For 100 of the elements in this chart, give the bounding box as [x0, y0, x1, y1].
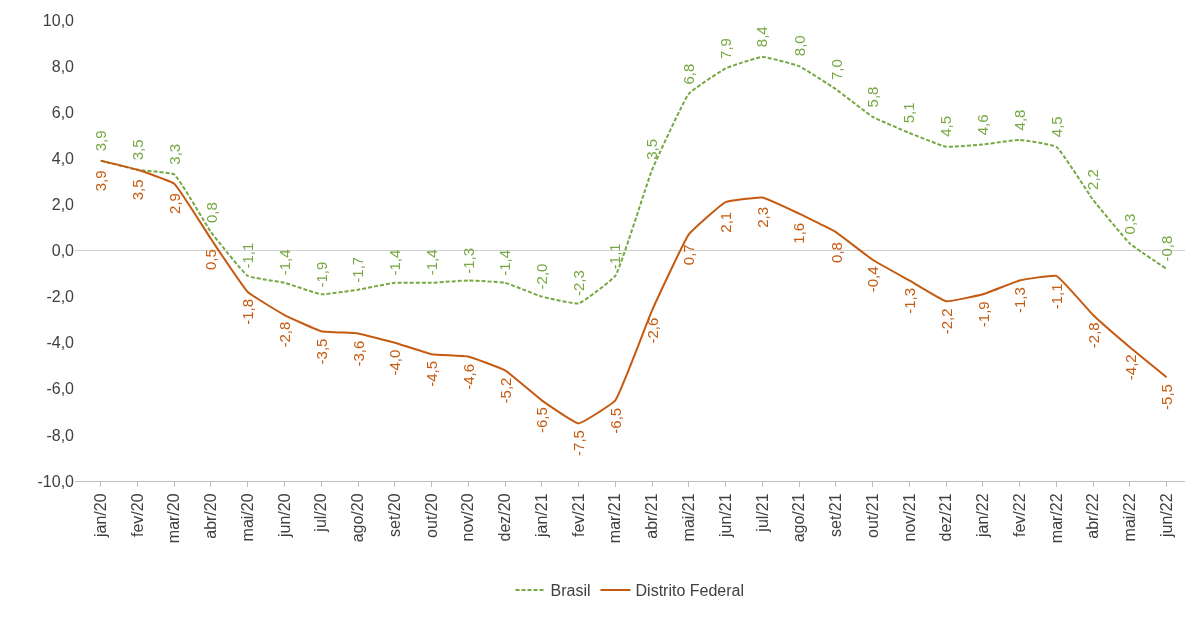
y-tick-label: -2,0: [46, 288, 75, 306]
x-tick-label: ago/20: [349, 493, 367, 543]
x-tick-label: jan/21: [532, 493, 550, 538]
data-label: -1,3: [459, 247, 477, 274]
data-label: -2,3: [570, 270, 588, 297]
data-label: 6,8: [680, 63, 698, 85]
data-label: -0,8: [1157, 235, 1175, 262]
x-tick-label: abr/21: [643, 493, 661, 539]
data-label: -1,4: [496, 249, 514, 276]
data-label: -4,5: [423, 360, 441, 387]
data-label: -1,4: [275, 249, 293, 276]
x-tick-label: jun/20: [275, 493, 293, 538]
data-label: 3,9: [92, 170, 110, 192]
data-label: -0,4: [863, 266, 881, 293]
data-label: -2,6: [643, 317, 661, 344]
data-label: -4,2: [1121, 354, 1139, 381]
y-tick-label: 10,0: [42, 11, 75, 29]
data-label: 4,8: [1010, 109, 1028, 131]
x-tick-label: dez/21: [937, 493, 955, 542]
data-label: -3,5: [313, 338, 331, 365]
data-label: -1,3: [1011, 287, 1029, 314]
x-tick-label: set/21: [827, 493, 845, 537]
data-label: 3,5: [128, 139, 146, 161]
y-tick-label: 0,0: [51, 242, 75, 260]
data-label: 8,0: [790, 35, 808, 57]
data-label: -1,4: [386, 249, 403, 276]
data-label: 5,8: [863, 86, 881, 108]
data-label: -1,4: [422, 249, 440, 276]
data-label: -6,5: [533, 407, 551, 434]
x-tick-label: jun/22: [1157, 493, 1175, 538]
y-tick-label: 2,0: [51, 196, 75, 213]
data-label: -1,1: [238, 242, 256, 269]
data-label: -6,5: [606, 407, 624, 434]
data-label: -1,1: [606, 243, 624, 270]
data-label: 0,8: [202, 202, 220, 224]
y-tick-label: 6,0: [51, 103, 75, 121]
legend-label: Distrito Federal: [635, 582, 744, 600]
data-label: -1,9: [312, 261, 330, 288]
x-tick-label: jan/20: [91, 493, 109, 538]
x-tick-label: jul/20: [312, 493, 330, 533]
x-tick-label: dez/20: [496, 493, 514, 542]
x-tick-label: set/20: [385, 493, 403, 537]
x-tick-label: mar/21: [606, 493, 624, 544]
x-tick-label: mar/20: [165, 493, 183, 544]
data-label: -7,5: [570, 430, 588, 456]
data-label: -1,1: [1047, 283, 1065, 310]
data-label: -2,2: [937, 308, 955, 335]
x-tick-label: fev/22: [1010, 493, 1028, 537]
x-tick-label: ago/21: [790, 493, 808, 543]
data-label: 4,5: [1047, 116, 1065, 138]
data-label: -1,3: [900, 287, 918, 314]
x-tick-label: jul/21: [753, 493, 771, 533]
x-tick-label: nov/21: [900, 493, 918, 542]
x-tick-label: mai/20: [238, 493, 256, 542]
data-label: -2,8: [276, 321, 294, 348]
x-tick-label: jun/21: [716, 493, 734, 538]
data-label: -1,7: [349, 256, 367, 283]
data-label: -3,6: [349, 340, 367, 367]
data-label: -5,2: [496, 377, 514, 404]
x-tick-label: mai/21: [680, 493, 698, 542]
data-label: 3,3: [165, 143, 183, 165]
x-tick-label: mar/22: [1047, 493, 1065, 544]
x-tick-label: fev/21: [569, 493, 587, 537]
data-label: -4,6: [459, 363, 477, 390]
data-label: 7,9: [717, 38, 735, 59]
data-label: -2,8: [1085, 322, 1103, 349]
y-tick-label: -8,0: [46, 426, 75, 444]
data-label: 0,3: [1121, 213, 1139, 235]
x-tick-label: mai/22: [1121, 493, 1139, 542]
data-label: 0,5: [202, 249, 220, 270]
data-label: 0,8: [827, 242, 845, 263]
y-tick-label: 4,0: [51, 149, 75, 167]
data-label: 8,4: [753, 26, 771, 48]
data-label: 1,6: [790, 222, 808, 244]
data-label: 7,0: [827, 59, 845, 80]
data-label: 4,6: [974, 114, 992, 136]
data-label: 0,7: [680, 244, 698, 266]
data-label: -5,5: [1158, 384, 1176, 410]
data-label: -2,0: [533, 263, 551, 290]
legend-label: Brasil: [550, 582, 591, 600]
data-label: 3,9: [92, 130, 110, 152]
data-label: 2,2: [1084, 169, 1102, 190]
y-tick-label: -10,0: [37, 472, 75, 490]
x-tick-label: jan/22: [974, 493, 992, 538]
data-label: 4,5: [937, 116, 955, 137]
data-label: -4,0: [386, 349, 404, 376]
y-tick-label: -6,0: [46, 380, 75, 398]
data-label: 3,5: [128, 179, 146, 201]
x-tick-label: nov/20: [459, 493, 477, 542]
data-label: 5,1: [900, 102, 918, 124]
data-label: 2,1: [717, 211, 735, 233]
data-label: -1,9: [974, 301, 992, 328]
data-label: 2,9: [165, 193, 183, 214]
data-label: 3,5: [643, 139, 661, 160]
y-tick-label: 8,0: [51, 57, 75, 75]
x-tick-label: fev/20: [128, 493, 146, 537]
x-tick-label: abr/20: [202, 493, 220, 539]
data-label: -1,8: [238, 298, 256, 325]
y-tick-label: -4,0: [46, 334, 75, 352]
data-label: 2,3: [753, 206, 771, 228]
